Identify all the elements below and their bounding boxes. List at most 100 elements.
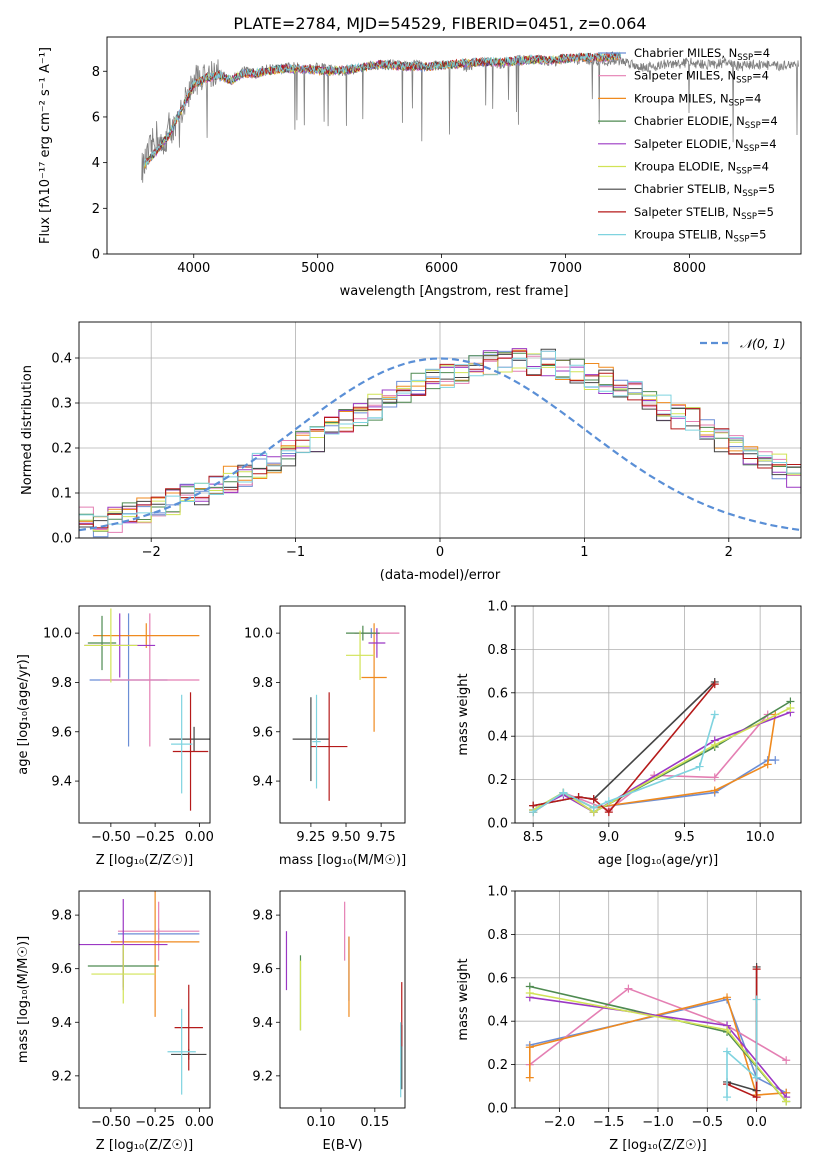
y-tick-label: 10.0 <box>43 627 72 642</box>
y-axis-label: age [log₁₀(age/yr)] <box>16 654 31 775</box>
plot-area <box>79 891 207 1095</box>
errorbar-kroupa_miles <box>93 623 200 648</box>
y-tick-label: 0.8 <box>487 643 508 658</box>
spectrum-model-salpeter_elodie <box>143 52 622 165</box>
x-tick-label: −2 <box>142 545 161 560</box>
errorbar-kroupa_miles <box>361 623 387 732</box>
errorbar-kroupa_stelib <box>312 694 321 789</box>
plot-area <box>79 348 801 538</box>
y-tick-label: 9.4 <box>252 1016 273 1031</box>
x-axis-label: Z [log₁₀(Z/Z☉)] <box>96 1138 193 1153</box>
weight-marker <box>782 1097 791 1106</box>
legend-entry: Kroupa ELODIE, NSSP=4 <box>634 160 769 177</box>
x-tick-label: 0 <box>436 545 444 560</box>
x-axis-label: wavelength [Angstrom, rest frame] <box>340 284 569 299</box>
x-tick-label: 1 <box>580 545 588 560</box>
legend-entry: Salpeter MILES, NSSP=4 <box>634 69 769 86</box>
x-tick-label: 9.75 <box>367 830 396 845</box>
y-tick-label: 9.6 <box>252 725 273 740</box>
x-axis-label: mass [log₁₀(M/M☉)] <box>279 853 406 868</box>
y-axis-label: Normed distribution <box>20 365 35 495</box>
chart-mass-vs-ebv: 0.10 0.15 9.2 9.4 9.6 9.8 E(B-V) <box>252 890 406 1153</box>
errorbar-chabrier_stelib <box>292 697 330 782</box>
weight-marker <box>710 740 719 749</box>
errorbar-salpeter_miles <box>100 613 200 747</box>
y-tick-label: 0.4 <box>487 730 508 745</box>
chart-weight-vs-Z: −2.0 −1.5 −1.0 −0.5 0.0 0.0 0.2 0.4 0.6 0.8 1.0 Z [… <box>456 885 802 1153</box>
y-tick-label: 0.0 <box>51 532 72 547</box>
x-tick-label: −2.0 <box>544 1115 576 1130</box>
errorbar-chabrier_elodie <box>346 625 380 641</box>
y-axis-label: mass weight <box>456 673 471 755</box>
weight-marker <box>752 1073 761 1082</box>
weight-marker <box>695 762 704 771</box>
axes-frame <box>78 890 211 1109</box>
axes-frame <box>514 605 802 824</box>
x-tick-label: 8.5 <box>523 830 544 845</box>
x-tick-label: 0.00 <box>185 1115 214 1130</box>
x-tick-label: 2 <box>725 545 733 560</box>
x-axis-label: (data-model)/error <box>380 568 501 583</box>
x-axis-label: E(B-V) <box>322 1138 362 1153</box>
spectrum-model-salpeter_miles <box>143 53 622 168</box>
legend-entry: 𝒩(0, 1) <box>740 336 786 351</box>
weight-marker <box>589 803 598 812</box>
y-tick-label: 0 <box>92 248 100 263</box>
errorbar-chabrier_stelib <box>169 726 210 752</box>
y-tick-label: 9.8 <box>51 676 72 691</box>
y-tick-label: 9.8 <box>252 909 273 924</box>
y-tick-label: 0.4 <box>51 352 72 367</box>
axes-frame <box>106 36 802 255</box>
legend-entry: Salpeter ELODIE, NSSP=4 <box>634 137 777 154</box>
spectrum-legend: Chabrier MILES, NSSP=4 Salpeter MILES, NS… <box>598 46 778 245</box>
x-axis-label: Z [log₁₀(Z/Z☉)] <box>609 1138 706 1153</box>
x-tick-label: −1.5 <box>593 1115 625 1130</box>
errorbar-chabrier_elodie <box>87 615 117 671</box>
histogram-salpeter_stelib <box>79 350 801 532</box>
weight-marker <box>710 710 719 719</box>
weight-marker <box>723 1025 732 1034</box>
weight-marker <box>525 1043 534 1052</box>
plot-area <box>141 51 799 183</box>
plot-area <box>84 608 210 811</box>
x-tick-label: −0.25 <box>135 830 175 845</box>
x-tick-label: 5000 <box>301 261 334 276</box>
weight-marker <box>752 965 761 974</box>
x-tick-label: −1.0 <box>642 1115 674 1130</box>
weight-marker <box>752 995 761 1004</box>
y-tick-label: 10.0 <box>244 627 273 642</box>
weight-line-chabrier_miles <box>532 759 776 813</box>
x-tick-label: 0.15 <box>360 1115 389 1130</box>
chart-age-vs-Z: −0.50 −0.25 0.00 9.4 9.6 9.8 10.0 Z [log₁₀(Z/Z☉… <box>16 605 214 868</box>
chart-age-vs-mass: 9.25 9.50 9.75 9.4 9.6 9.8 10.0 mass [log₁₀(M/M… <box>244 605 406 868</box>
legend-entry: Chabrier STELIB, NSSP=5 <box>634 182 775 199</box>
y-axis-label: mass [log₁₀(M/M☉)] <box>16 936 31 1063</box>
errorbar-kroupa_elodie <box>346 630 375 680</box>
weight-marker <box>786 703 795 712</box>
weight-marker <box>525 988 534 997</box>
weight-marker <box>723 993 732 1002</box>
errorbar-salpeter_stelib <box>172 692 209 811</box>
weight-marker <box>710 680 719 689</box>
x-tick-label: 6000 <box>425 261 458 276</box>
axes-frame <box>279 890 406 1109</box>
spectrum-model-kroupa_miles <box>143 51 622 169</box>
y-tick-label: 9.4 <box>252 775 273 790</box>
legend-entry: Kroupa MILES, NSSP=4 <box>634 91 761 108</box>
x-tick-label: 9.25 <box>296 830 325 845</box>
x-tick-label: 7000 <box>549 261 582 276</box>
y-tick-label: 0.2 <box>51 442 72 457</box>
axes-frame <box>279 605 406 824</box>
y-tick-label: 9.4 <box>51 1016 72 1031</box>
weight-marker <box>589 795 598 804</box>
weight-marker <box>710 773 719 782</box>
axes-frame <box>78 605 211 824</box>
spectrum-model-chabrier_elodie <box>143 52 622 168</box>
y-tick-label: 9.2 <box>51 1069 72 1084</box>
chart-spectrum: 4000 5000 6000 7000 8000 0 2 4 6 8 wavelength [Ang… <box>38 36 802 299</box>
errorbar-kroupa_stelib <box>171 694 193 794</box>
x-tick-label: 9.50 <box>332 830 361 845</box>
axes-frame <box>514 890 802 1109</box>
y-tick-label: 6 <box>92 110 100 125</box>
